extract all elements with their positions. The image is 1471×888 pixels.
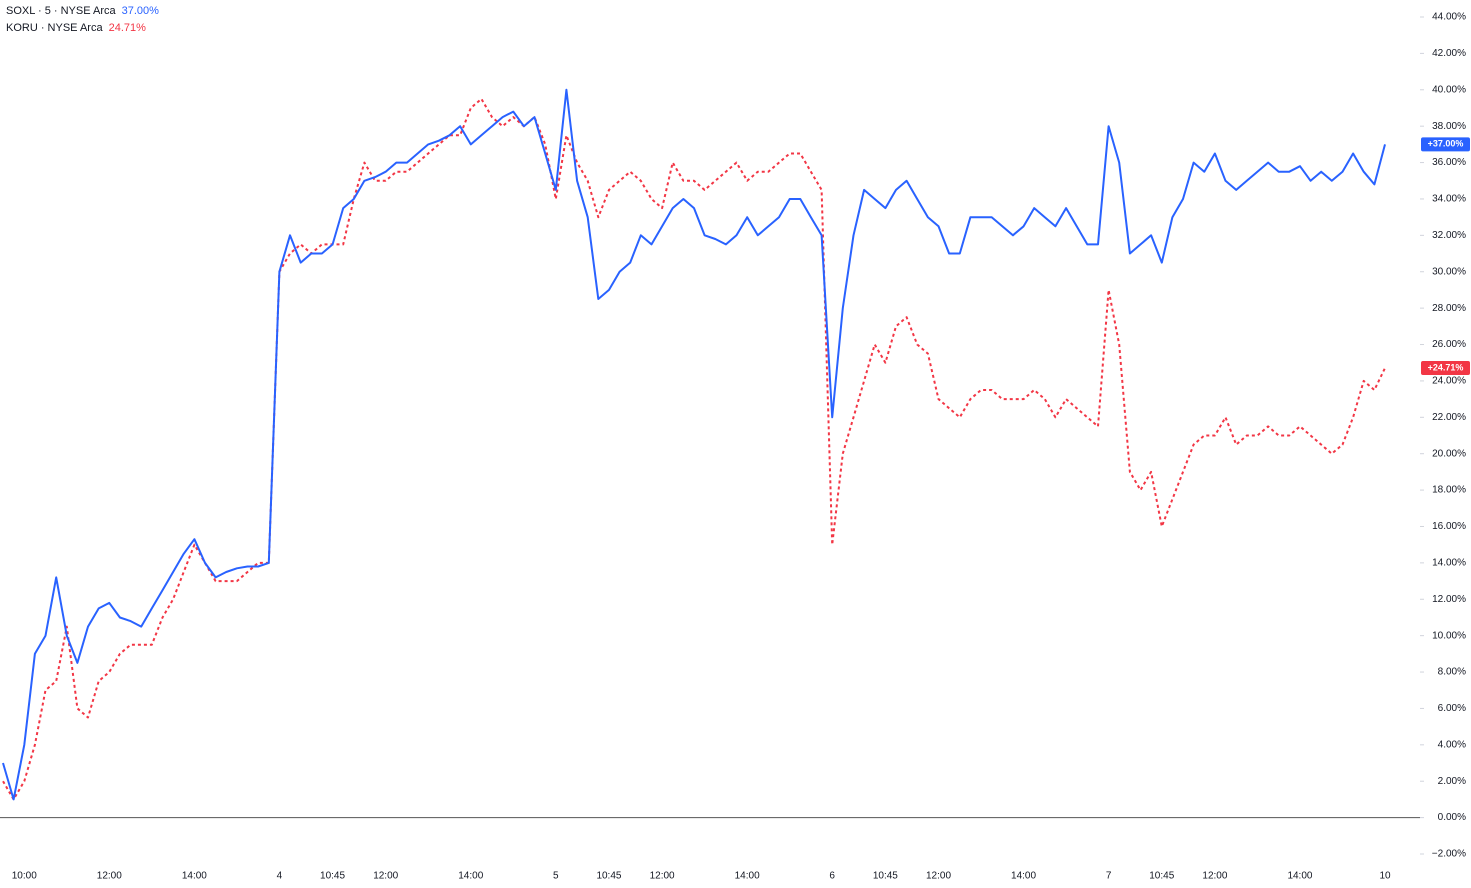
badge-bg	[1421, 360, 1470, 375]
price-badge: +37.00%	[1421, 137, 1470, 152]
x-tick-label: 12:00	[1202, 871, 1227, 882]
y-tick-label: 14.00%	[1432, 558, 1466, 569]
y-tick-label: 24.00%	[1432, 376, 1466, 387]
y-tick-label: 26.00%	[1432, 339, 1466, 350]
y-tick-label: 8.00%	[1438, 667, 1466, 678]
badge-label: +24.71%	[1428, 362, 1464, 372]
x-tick-label: 5	[553, 871, 559, 882]
y-tick-label: 16.00%	[1432, 521, 1466, 532]
x-tick-label: 10:45	[1149, 871, 1174, 882]
x-tick-label: 6	[829, 871, 835, 882]
y-tick-label: 30.00%	[1432, 266, 1466, 277]
y-tick-label: 32.00%	[1432, 230, 1466, 241]
legend-value: 24.71%	[109, 22, 147, 34]
y-tick-label: −2.00%	[1432, 849, 1466, 860]
series-line	[2, 97, 1386, 801]
price-badge: +24.71%	[1421, 360, 1470, 375]
y-tick-label: 34.00%	[1432, 194, 1466, 205]
legend-entry: KORU · NYSE Arca 24.71%	[6, 22, 146, 34]
x-tick-label: 12:00	[373, 871, 398, 882]
y-tick-label: 20.00%	[1432, 448, 1466, 459]
legend-value: 37.00%	[122, 5, 160, 17]
x-tick-label: 12:00	[97, 871, 122, 882]
x-tick-label: 14:00	[1287, 871, 1312, 882]
x-tick-label: 10:45	[873, 871, 898, 882]
x-tick-label: 14:00	[1011, 871, 1036, 882]
badge-label: +37.00%	[1428, 139, 1464, 149]
y-tick-label: 2.00%	[1438, 776, 1466, 787]
y-tick-label: 18.00%	[1432, 485, 1466, 496]
x-tick-label: 10:45	[320, 871, 345, 882]
badge-bg	[1421, 137, 1470, 152]
y-tick-label: 28.00%	[1432, 303, 1466, 314]
legend-name: SOXL · 5 · NYSE Arca	[6, 5, 117, 17]
x-tick-label: 12:00	[926, 871, 951, 882]
x-tick-label: 10:45	[596, 871, 621, 882]
x-tick-label: 12:00	[650, 871, 675, 882]
x-tick-label: 14:00	[735, 871, 760, 882]
y-tick-label: 36.00%	[1432, 157, 1466, 168]
legend-name: KORU · NYSE Arca	[6, 22, 103, 34]
y-tick-label: 40.00%	[1432, 84, 1466, 95]
y-tick-label: 10.00%	[1432, 630, 1466, 641]
x-tick-label: 14:00	[182, 871, 207, 882]
y-tick-label: 38.00%	[1432, 121, 1466, 132]
y-tick-label: 0.00%	[1438, 812, 1466, 823]
legend-entry: SOXL · 5 · NYSE Arca 37.00%	[6, 5, 159, 17]
x-tick-label: 7	[1106, 871, 1112, 882]
y-tick-label: 44.00%	[1432, 12, 1466, 23]
x-tick-label: 10	[1379, 871, 1391, 882]
y-tick-label: 6.00%	[1438, 703, 1466, 714]
x-tick-label: 10:00	[12, 871, 37, 882]
series-line	[2, 88, 1386, 801]
x-tick-label: 14:00	[458, 871, 483, 882]
y-tick-label: 22.00%	[1432, 412, 1466, 423]
y-tick-label: 12.00%	[1432, 594, 1466, 605]
y-tick-label: 4.00%	[1438, 739, 1466, 750]
y-tick-label: 42.00%	[1432, 48, 1466, 59]
x-tick-label: 4	[277, 871, 283, 882]
